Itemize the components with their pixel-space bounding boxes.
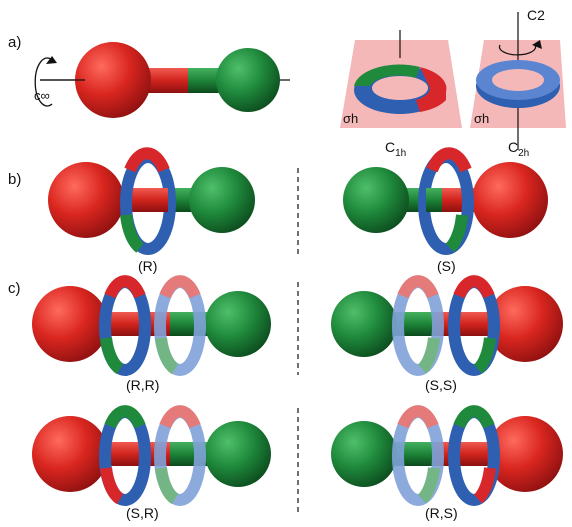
label-b-r: (R) [138, 258, 157, 274]
label-c-rr: (R,R) [126, 377, 159, 393]
rotaxane-c-rs [331, 405, 563, 506]
rotaxane-b-r [48, 147, 255, 255]
c1h-diagram: σh C1h [340, 30, 462, 159]
dumbbell-a [40, 42, 290, 118]
rotaxane-c-sr [32, 405, 271, 506]
axis-label-cinf: c∞ [34, 88, 50, 103]
group-label-c1h: C1h [385, 139, 406, 159]
group-label-c2h: C2h [508, 139, 529, 159]
label-c-ss: (S,S) [425, 377, 457, 393]
rotation-arrow-c2 [498, 44, 537, 56]
label-c-rs: (R,S) [425, 505, 458, 521]
label-c-sr: (S,R) [126, 505, 159, 521]
label-b-s: (S) [437, 258, 456, 274]
plane-label-c1h: σh [343, 111, 358, 126]
plane-label-c2h: σh [474, 111, 489, 126]
rotaxane-c-ss [331, 275, 563, 376]
panel-label-a: a) [8, 34, 21, 51]
rotaxane-c-rr [32, 275, 271, 376]
rotation-arrow-cinf: c∞ [34, 56, 57, 107]
axis-label-c2: C2 [527, 7, 545, 23]
panel-label-b: b) [8, 171, 21, 188]
c2h-diagram: C2 σh C2h [470, 7, 566, 159]
sphere-red [75, 42, 151, 118]
sphere-green [216, 48, 280, 112]
rotaxane-b-s [343, 147, 548, 255]
panel-label-c: c) [8, 280, 21, 297]
